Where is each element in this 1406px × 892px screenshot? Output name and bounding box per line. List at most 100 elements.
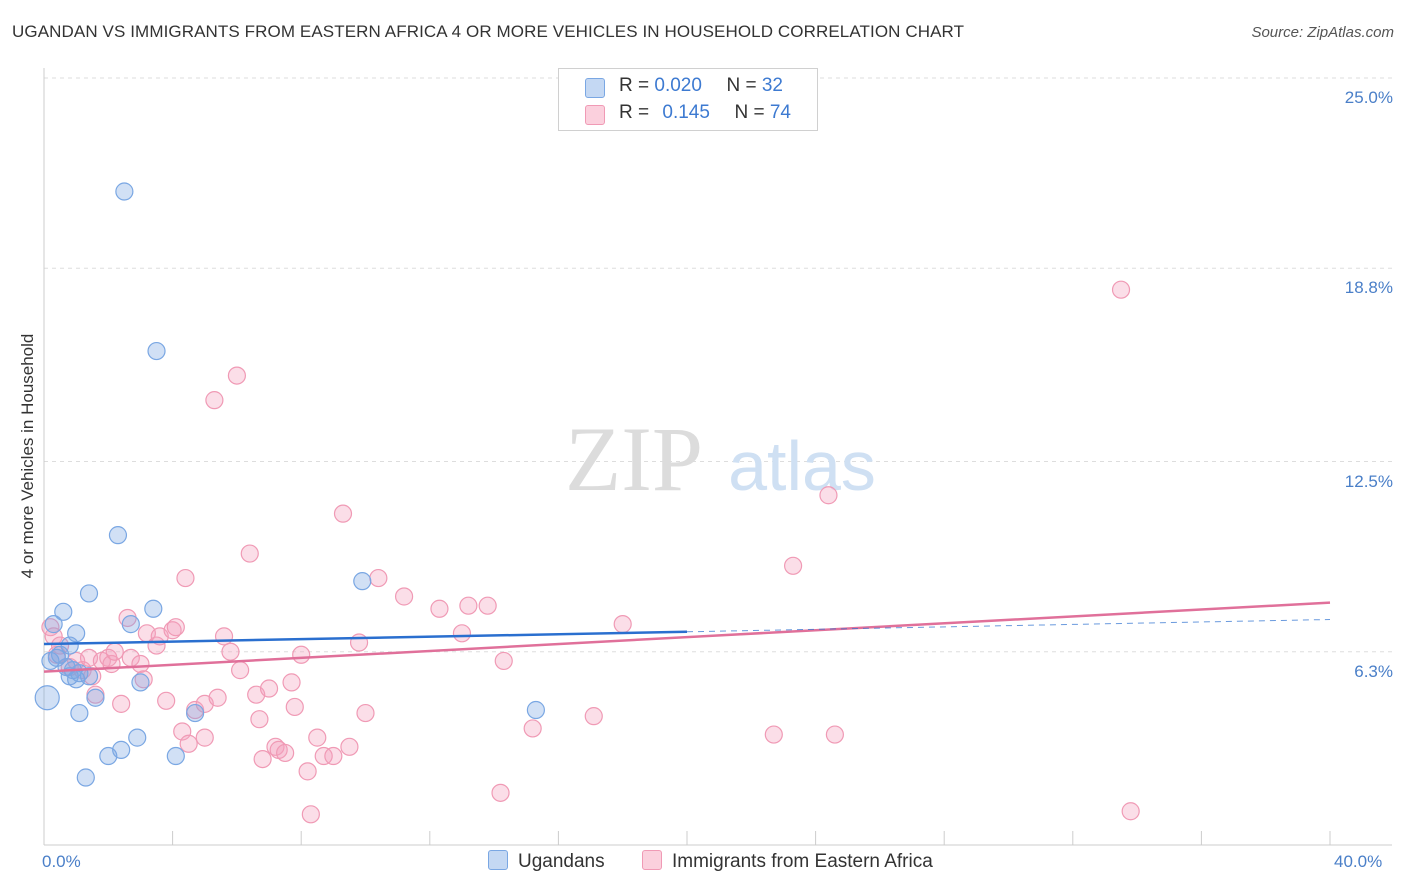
eastern-africa-point — [314, 746, 333, 766]
eastern-africa-point — [491, 783, 510, 802]
ugandans-point — [79, 667, 99, 686]
eastern-africa-point — [819, 486, 838, 505]
eastern-africa-point — [227, 366, 246, 385]
eastern-africa-point — [285, 697, 304, 717]
grid-lines — [44, 77, 1392, 653]
ugandans-point — [70, 703, 89, 723]
eastern-africa-point — [301, 805, 320, 824]
eastern-africa-point — [430, 599, 449, 618]
x-tick-min: 0.0% — [42, 852, 81, 871]
eastern-africa-point — [494, 651, 513, 671]
eastern-africa-point — [208, 688, 227, 707]
eastern-africa-point — [131, 654, 150, 674]
eastern-africa-point — [195, 728, 214, 747]
ugandans-point — [79, 584, 99, 603]
legend: R = 0.020 N = 32 R = 0.145 N = 74 — [558, 68, 818, 131]
ugandans-point — [47, 648, 66, 667]
eastern-africa-point — [163, 621, 182, 640]
ugandans-point — [54, 602, 73, 621]
legend-swatch-eastern-africa — [585, 105, 605, 125]
y-tick-label: 25.0% — [1344, 88, 1393, 107]
bottom-legend-label-eastern-africa: Immigrants from Eastern Africa — [672, 851, 933, 872]
eastern-africa-point — [394, 587, 414, 606]
ugandans-point — [186, 703, 205, 723]
bottom-legend-swatch-eastern-africa — [642, 850, 662, 870]
watermark-zip: ZIP — [565, 408, 703, 510]
ugandans-point — [526, 700, 545, 720]
ugandans-point — [67, 624, 86, 643]
series-ugandans-points — [34, 182, 545, 787]
eastern-africa-point — [340, 737, 359, 756]
y-tick-label: 12.5% — [1344, 471, 1393, 491]
eastern-africa-point — [333, 504, 353, 523]
eastern-africa-point — [523, 719, 542, 738]
eastern-africa-point — [613, 615, 632, 634]
eastern-africa-point — [292, 645, 311, 664]
y-tick-label: 6.3% — [1354, 661, 1393, 681]
eastern-africa-point — [308, 728, 327, 747]
eastern-africa-point — [221, 642, 240, 661]
x-tick-max: 40.0% — [1334, 852, 1383, 871]
bottom-legend-swatch-ugandans — [488, 850, 508, 870]
eastern-africa-point — [134, 670, 153, 689]
eastern-africa-point — [764, 725, 783, 744]
legend-n-label: N = — [726, 75, 762, 96]
eastern-africa-point — [459, 596, 478, 615]
trend-lines — [43, 601, 1331, 673]
eastern-africa-point — [205, 391, 224, 410]
ugandans-point — [34, 685, 60, 711]
series-eastern-africa-points — [41, 280, 1140, 824]
eastern-africa-point — [166, 618, 185, 637]
legend-r-label: R = — [619, 75, 655, 96]
legend-r-label: R = — [619, 102, 655, 123]
ugandans-point — [115, 182, 134, 201]
eastern-africa-point — [478, 596, 497, 615]
ugandans-point — [147, 341, 166, 361]
ugandans-point — [76, 768, 95, 787]
legend-n-value: 74 — [769, 102, 791, 123]
ugandans-point — [112, 740, 131, 759]
watermark: ZIP atlas — [565, 408, 876, 510]
axes — [43, 68, 1392, 846]
trend-ugandans — [43, 630, 688, 646]
eastern-africa-point — [584, 707, 603, 726]
ugandans-point — [121, 615, 140, 634]
eastern-africa-point — [179, 734, 198, 753]
eastern-africa-point — [349, 633, 369, 652]
eastern-africa-point — [259, 679, 279, 698]
trend-ugandans-extension — [686, 619, 1331, 633]
legend-swatch-ugandans — [585, 78, 605, 98]
bottom-legend-eastern-africa: Immigrants from Eastern Africa — [642, 850, 933, 873]
y-tick-label: 18.8% — [1344, 278, 1393, 298]
eastern-africa-point — [356, 703, 375, 723]
legend-r-value: 0.145 — [662, 102, 710, 123]
eastern-africa-point — [176, 568, 195, 588]
eastern-africa-point — [112, 694, 131, 713]
ugandans-point — [144, 599, 163, 618]
ugandans-point — [128, 728, 147, 747]
ugandans-point — [44, 615, 63, 634]
ugandans-point — [86, 688, 105, 707]
eastern-africa-point — [825, 725, 844, 744]
eastern-africa-point — [240, 544, 259, 563]
bottom-legend-ugandans: Ugandans — [488, 850, 605, 873]
ugandans-point — [131, 673, 150, 692]
eastern-africa-point — [282, 673, 301, 692]
eastern-africa-point — [214, 627, 234, 646]
eastern-africa-point — [276, 743, 295, 763]
eastern-africa-point — [1111, 280, 1131, 299]
ugandans-point — [108, 526, 128, 545]
eastern-africa-point — [369, 568, 388, 588]
eastern-africa-point — [298, 762, 317, 781]
watermark-atlas: atlas — [728, 427, 876, 505]
legend-r-value: 0.020 — [654, 75, 702, 96]
source-label: Source: ZipAtlas.com — [1251, 24, 1394, 41]
legend-n-label: N = — [734, 102, 770, 123]
trend-eastern-africa — [43, 601, 1331, 673]
eastern-africa-point — [452, 624, 472, 643]
bottom-legend-label-ugandans: Ugandans — [518, 851, 605, 872]
eastern-africa-point — [253, 749, 272, 769]
eastern-africa-point — [157, 691, 176, 710]
ugandans-point — [166, 746, 185, 766]
